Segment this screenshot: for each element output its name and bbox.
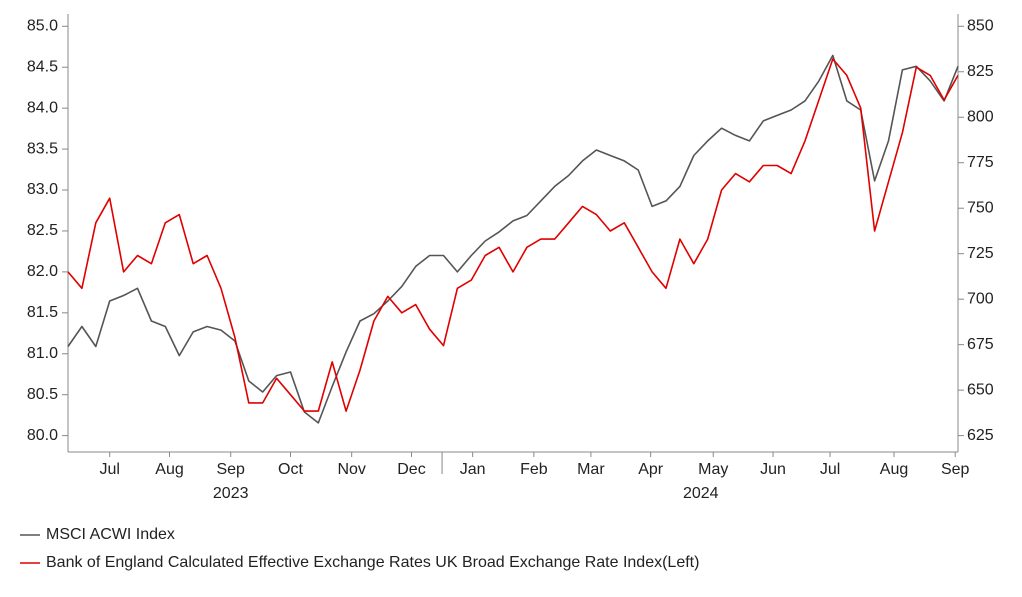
- x-tick-label: Nov: [337, 461, 365, 478]
- y-tick-label: 80.5: [27, 386, 58, 403]
- y-tick-label: 84.5: [27, 58, 58, 75]
- x-tick-label: Sep: [216, 461, 245, 478]
- y2-tick-label: 650: [967, 381, 994, 398]
- legend-label: MSCI ACWI Index: [46, 526, 175, 543]
- y-tick-label: 84.0: [27, 99, 58, 116]
- legend-label: Bank of England Calculated Effective Exc…: [46, 554, 699, 571]
- x-tick-label: Jul: [820, 461, 840, 478]
- y-tick-label: 83.0: [27, 181, 58, 198]
- x-tick-label: Apr: [638, 461, 664, 478]
- y2-tick-label: 775: [967, 154, 994, 171]
- year-label: 2023: [213, 485, 249, 502]
- y2-tick-label: 725: [967, 245, 994, 262]
- x-tick-label: Oct: [278, 461, 303, 478]
- y-tick-label: 81.0: [27, 345, 58, 362]
- x-tick-label: Aug: [155, 461, 183, 478]
- x-tick-label: Sep: [941, 461, 970, 478]
- y2-tick-label: 800: [967, 108, 994, 125]
- x-tick-label: Jan: [460, 461, 486, 478]
- x-tick-label: Jul: [99, 461, 119, 478]
- y-tick-label: 80.0: [27, 427, 58, 444]
- series-line: [67, 58, 959, 412]
- series-line: [67, 54, 959, 424]
- x-tick-label: Jun: [760, 461, 786, 478]
- y-tick-label: 82.5: [27, 222, 58, 239]
- x-tick-label: Dec: [397, 461, 425, 478]
- y-tick-label: 85.0: [27, 17, 58, 34]
- y-tick-label: 82.0: [27, 263, 58, 280]
- y-tick-label: 83.5: [27, 140, 58, 157]
- y2-tick-label: 750: [967, 199, 994, 216]
- y-tick-label: 81.5: [27, 304, 58, 321]
- x-tick-label: Feb: [520, 461, 548, 478]
- y2-tick-label: 625: [967, 427, 994, 444]
- y2-tick-label: 675: [967, 336, 994, 353]
- y2-tick-label: 850: [967, 17, 994, 34]
- y2-tick-label: 825: [967, 63, 994, 80]
- year-label: 2024: [683, 485, 719, 502]
- y2-tick-label: 700: [967, 290, 994, 307]
- x-tick-label: Mar: [577, 461, 605, 478]
- x-tick-label: Aug: [880, 461, 908, 478]
- x-tick-label: May: [698, 461, 728, 478]
